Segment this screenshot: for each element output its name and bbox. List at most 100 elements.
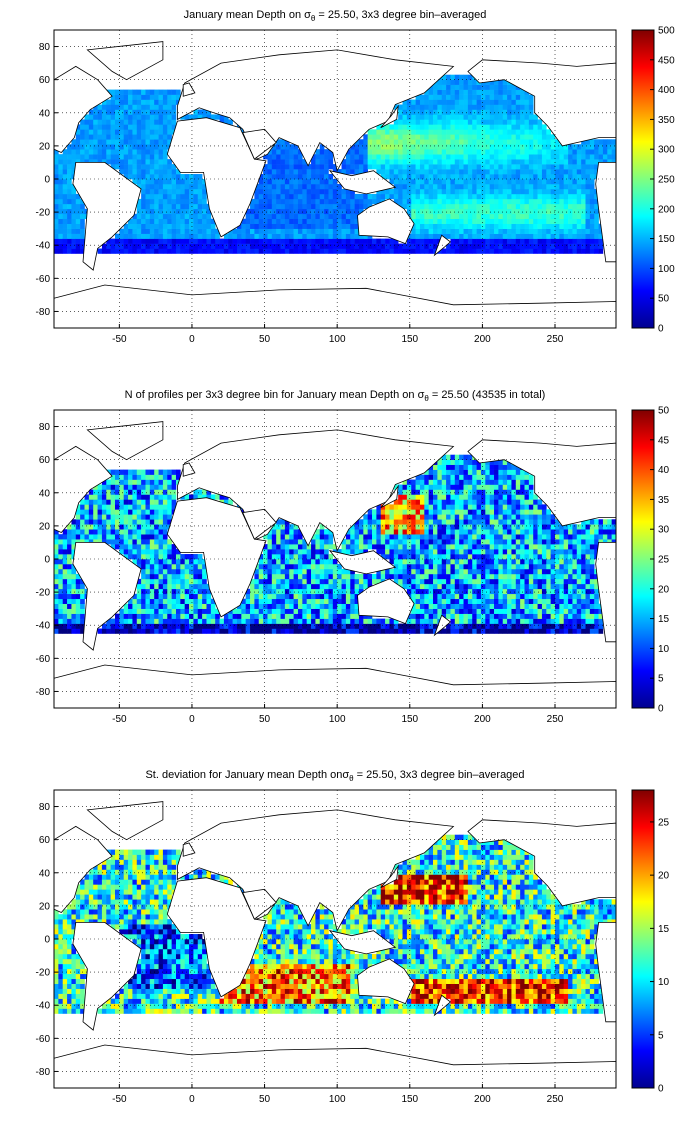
heatmap-cell [145, 99, 151, 105]
heatmap-cell [463, 119, 469, 125]
heatmap-cell [75, 149, 81, 155]
heatmap-cell [84, 509, 90, 515]
heatmap-cell [128, 544, 133, 550]
heatmap-cell [393, 514, 399, 520]
heatmap-cell [498, 213, 504, 220]
heatmap-cell [162, 223, 168, 229]
heatmap-cell [114, 509, 120, 515]
heatmap-cell [215, 228, 220, 234]
heatmap-cell [154, 628, 159, 634]
heatmap-cell [80, 144, 85, 150]
heatmap-cell [437, 188, 443, 195]
heatmap-cell [101, 499, 107, 505]
heatmap-cell [250, 223, 255, 229]
heatmap-cell [467, 218, 473, 224]
heatmap-cell [162, 149, 168, 155]
heatmap-cell [433, 603, 438, 609]
heatmap-cell [476, 218, 482, 224]
heatmap-cell [62, 544, 68, 550]
heatmap-cell [324, 164, 329, 170]
heatmap-cell [132, 164, 138, 170]
heatmap-cell [154, 499, 159, 505]
heatmap-cell [110, 539, 116, 545]
heatmap-cell [114, 524, 120, 530]
heatmap-cell [302, 623, 307, 629]
heatmap-cell [345, 149, 351, 155]
heatmap-cell [328, 608, 334, 614]
heatmap-cell [306, 228, 312, 234]
heatmap-cell [158, 169, 164, 175]
heatmap-cell [71, 228, 77, 234]
heatmap-cell [271, 144, 277, 150]
heatmap-cell [154, 243, 159, 249]
heatmap-cell [328, 223, 334, 229]
heatmap-cell [398, 139, 403, 145]
heatmap-cell [263, 563, 268, 570]
heatmap-cell [110, 484, 116, 490]
heatmap-cell [398, 549, 403, 555]
heatmap-cell [437, 573, 443, 580]
heatmap-cell [276, 598, 281, 604]
heatmap-cell [480, 188, 486, 195]
heatmap-cell [315, 603, 321, 609]
heatmap-cell [345, 598, 351, 604]
heatmap-cell [180, 583, 185, 590]
heatmap-cell [467, 193, 473, 200]
heatmap-cell [141, 159, 146, 165]
heatmap-cell [446, 474, 451, 480]
heatmap-cell [302, 174, 307, 180]
heatmap-cell [236, 618, 242, 624]
heatmap-cell [284, 563, 290, 570]
heatmap-cell [437, 588, 443, 595]
heatmap-cell [433, 469, 438, 475]
heatmap-cell [106, 99, 111, 105]
heatmap-cell [132, 474, 138, 480]
heatmap-cell [424, 223, 429, 229]
heatmap-cell [119, 494, 125, 500]
heatmap-cell [136, 598, 142, 604]
heatmap-cell [84, 524, 90, 530]
heatmap-cell [180, 573, 185, 580]
heatmap-cell [123, 174, 129, 180]
heatmap-cell [428, 568, 434, 575]
heatmap-cell [428, 559, 434, 565]
heatmap-cell [154, 109, 159, 115]
heatmap-cell [80, 529, 85, 535]
heatmap-cell [80, 608, 85, 614]
heatmap-cell [345, 583, 351, 590]
heatmap-cell [454, 554, 460, 560]
heatmap-cell [289, 573, 294, 580]
heatmap-cell [541, 198, 547, 205]
heatmap-cell [289, 549, 294, 555]
heatmap-cell [154, 583, 159, 590]
heatmap-cell [520, 89, 525, 95]
heatmap-cell [555, 174, 560, 180]
heatmap-cell [341, 544, 347, 550]
heatmap-cell [297, 238, 303, 244]
heatmap-cell [324, 613, 329, 619]
heatmap-cell [568, 154, 573, 160]
heatmap-cell [132, 169, 138, 175]
heatmap-cell [437, 494, 443, 500]
heatmap-cell [123, 489, 129, 495]
heatmap-cell [215, 628, 220, 634]
heatmap-cell [280, 628, 286, 634]
heatmap-cell [568, 193, 573, 200]
heatmap-cell [293, 573, 299, 580]
heatmap-cell [280, 563, 286, 570]
heatmap-cell [250, 598, 255, 604]
heatmap-cell [402, 183, 408, 190]
chart-title-rest: = 25.50 (43535 in total) [429, 389, 546, 401]
heatmap-cell [263, 218, 268, 224]
heatmap-cell [424, 164, 429, 170]
heatmap-cell [297, 544, 303, 550]
heatmap-cell [67, 144, 72, 150]
heatmap-cell [372, 544, 377, 550]
heatmap-cell [480, 174, 486, 180]
heatmap-cell [197, 223, 203, 229]
heatmap-cell [141, 208, 146, 215]
heatmap-cell [193, 218, 199, 224]
heatmap-cell [250, 243, 255, 249]
heatmap-cell [324, 593, 329, 600]
heatmap-cell [258, 208, 264, 215]
